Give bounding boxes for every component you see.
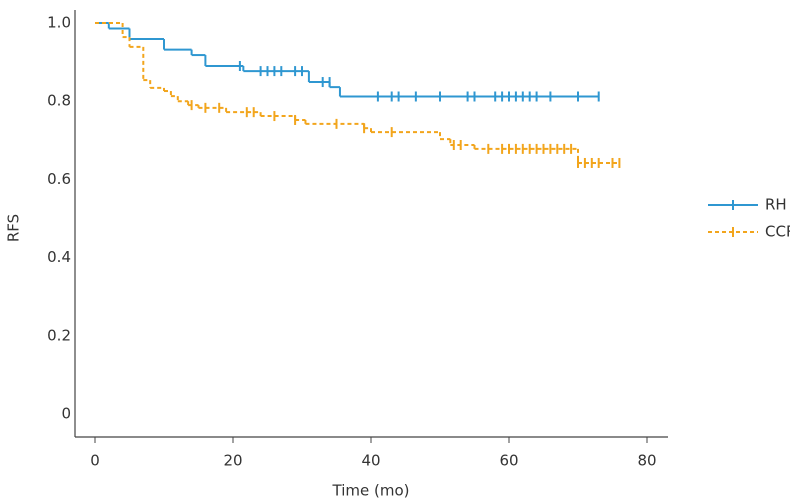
legend-label: CCRT xyxy=(765,223,790,241)
x-tick-label: 60 xyxy=(499,452,518,470)
y-tick-label: 1.0 xyxy=(47,14,71,32)
x-tick-label: 40 xyxy=(361,452,380,470)
x-tick-label: 0 xyxy=(90,452,100,470)
y-tick-label: 0.6 xyxy=(47,170,71,188)
x-axis-label: Time (mo) xyxy=(332,482,410,500)
x-tick-label: 20 xyxy=(223,452,242,470)
x-tick-label: 80 xyxy=(637,452,656,470)
y-tick-label: 0.2 xyxy=(47,326,71,344)
y-tick-label: 0 xyxy=(61,405,71,423)
y-tick-label: 0.4 xyxy=(47,248,71,266)
y-axis-label: RFS xyxy=(5,214,23,242)
y-tick-label: 0.8 xyxy=(47,92,71,110)
legend-label: RH xyxy=(765,196,787,214)
